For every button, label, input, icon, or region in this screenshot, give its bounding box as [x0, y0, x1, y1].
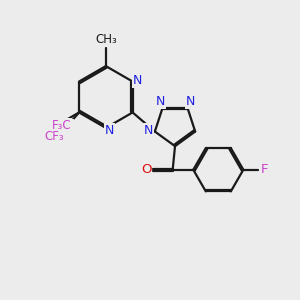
- Text: N: N: [186, 95, 195, 108]
- Text: N: N: [155, 95, 165, 108]
- Text: N: N: [144, 124, 153, 137]
- Text: F: F: [66, 120, 73, 133]
- Text: CH₃: CH₃: [95, 33, 117, 46]
- Text: O: O: [141, 163, 152, 176]
- Text: F: F: [58, 128, 65, 141]
- Text: CF₃: CF₃: [44, 130, 64, 143]
- Text: F: F: [261, 163, 268, 176]
- Text: F₃C: F₃C: [52, 119, 71, 132]
- Text: F: F: [50, 120, 57, 133]
- Text: N: N: [105, 124, 114, 137]
- Text: N: N: [133, 74, 142, 87]
